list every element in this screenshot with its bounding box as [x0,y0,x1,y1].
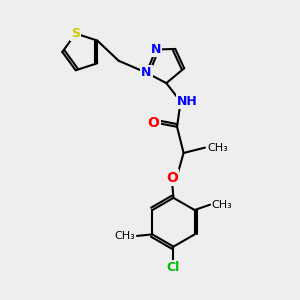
Text: N: N [151,43,161,56]
Text: CH₃: CH₃ [207,142,228,153]
Text: S: S [71,27,80,40]
Text: NH: NH [177,95,197,108]
Text: CH₃: CH₃ [212,200,232,210]
Text: O: O [166,171,178,184]
Text: N: N [141,66,152,79]
Text: Cl: Cl [167,262,180,275]
Text: CH₃: CH₃ [114,231,135,241]
Text: O: O [147,116,159,130]
